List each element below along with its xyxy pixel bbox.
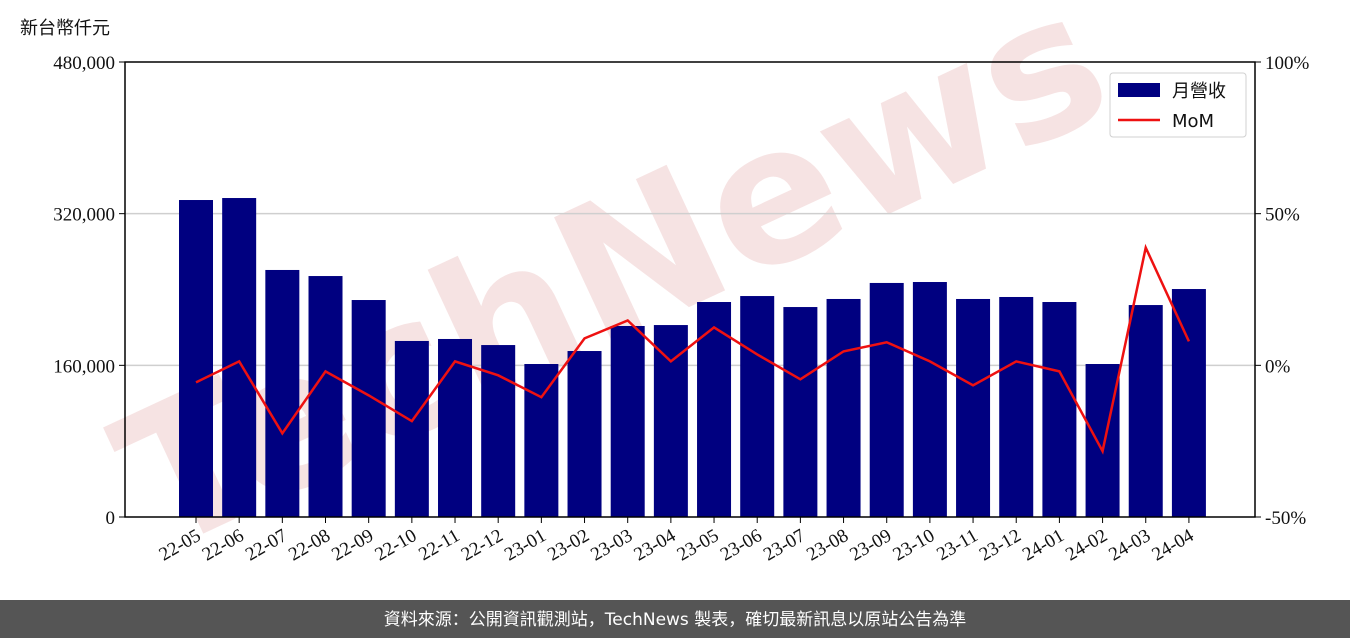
- bar: [1085, 364, 1120, 517]
- bar: [826, 298, 861, 517]
- bar: [1171, 289, 1206, 517]
- bar: [783, 307, 818, 517]
- bar: [394, 340, 429, 517]
- plot-frame: [124, 61, 1256, 518]
- mom-line: [195, 243, 1191, 455]
- legend-label: 月營收: [1172, 81, 1226, 102]
- bar: [524, 364, 559, 517]
- y-tick-label: 320,000: [53, 205, 115, 226]
- y2-tick-label: 100%: [1265, 53, 1310, 74]
- y2-tick-label: 0%: [1265, 356, 1291, 377]
- bar: [1128, 305, 1163, 517]
- legend-label: MoM: [1172, 111, 1214, 132]
- bar: [999, 296, 1034, 517]
- bar: [869, 282, 904, 517]
- bar: [1042, 302, 1077, 517]
- legend-swatch: [1118, 83, 1160, 97]
- y-tick-label: 480,000: [53, 53, 115, 74]
- y-tick-label: 160,000: [53, 356, 115, 377]
- bar: [351, 300, 386, 517]
- y2-tick-label: 50%: [1265, 205, 1300, 226]
- y2-tick-label: -50%: [1265, 508, 1306, 529]
- bar: [740, 296, 775, 517]
- bar: [567, 351, 602, 517]
- bar: [222, 198, 257, 517]
- bar: [481, 345, 516, 517]
- y-tick-label: 0: [106, 508, 116, 529]
- bar: [912, 282, 947, 517]
- bar: [653, 325, 688, 517]
- y-axis-label: 新台幣仟元: [20, 18, 110, 39]
- bar: [610, 325, 645, 517]
- footer-bar: [0, 600, 1350, 638]
- bar: [265, 269, 300, 517]
- bar: [308, 276, 343, 517]
- footer-text: 資料來源：公開資訊觀測站，TechNews 製表，確切最新訊息以原站公告為準: [384, 610, 966, 630]
- bar: [956, 298, 991, 517]
- bar: [179, 200, 213, 517]
- bar: [438, 338, 473, 517]
